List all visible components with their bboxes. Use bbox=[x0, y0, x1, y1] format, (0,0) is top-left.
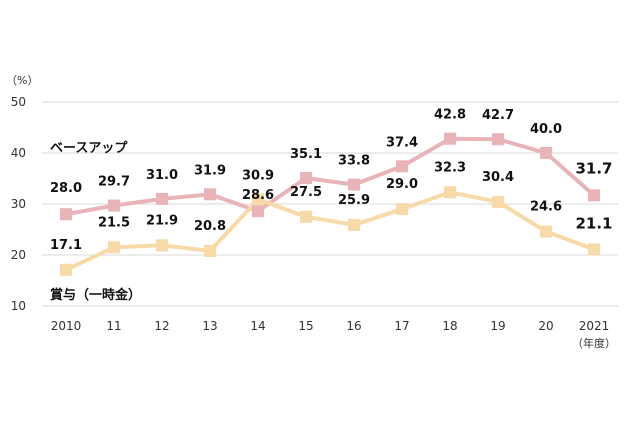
data-point bbox=[156, 239, 168, 252]
data-point bbox=[348, 178, 360, 191]
y-tick-label: 30 bbox=[11, 197, 26, 211]
data-label: 31.7 bbox=[575, 159, 612, 177]
data-label: 42.7 bbox=[482, 108, 514, 123]
data-point bbox=[204, 244, 216, 257]
series-label-base-up: ベースアップ bbox=[50, 141, 128, 156]
data-label: 30.9 bbox=[242, 168, 274, 183]
series-line bbox=[65, 136, 596, 217]
data-point bbox=[108, 241, 120, 254]
data-label: 30.4 bbox=[482, 170, 514, 185]
series bbox=[60, 132, 600, 276]
data-point bbox=[300, 210, 312, 223]
data-label: 40.0 bbox=[530, 122, 562, 137]
x-tick-label: 14 bbox=[250, 319, 265, 333]
y-tick-label: 50 bbox=[11, 95, 26, 109]
data-labels: 28.0 29.7 31.0 31.9 28.6 35.1 33.8 37.4 42.8 42.7… bbox=[50, 108, 613, 253]
x-tick-label: 18 bbox=[442, 319, 457, 333]
y-tick-label: 10 bbox=[11, 299, 26, 313]
data-point bbox=[396, 160, 408, 173]
data-label: 33.8 bbox=[338, 154, 370, 169]
x-tick-label: 16 bbox=[346, 319, 361, 333]
axes: （%） （年度） 10 20 30 40 50 2010 11 12 13 14 15 16 17 18 1… bbox=[6, 74, 616, 350]
series-line bbox=[65, 190, 595, 272]
data-label: 37.4 bbox=[386, 135, 418, 150]
data-label: 24.6 bbox=[530, 200, 562, 215]
data-point bbox=[108, 199, 120, 212]
data-label: 20.8 bbox=[194, 219, 226, 234]
data-point bbox=[588, 243, 600, 256]
data-label: 28.6 bbox=[242, 188, 274, 203]
x-tick-label: 11 bbox=[106, 319, 121, 333]
data-point bbox=[492, 195, 504, 208]
data-label: 21.1 bbox=[575, 214, 612, 232]
data-label: 31.0 bbox=[146, 168, 178, 183]
data-point bbox=[540, 225, 552, 238]
data-point bbox=[252, 193, 264, 206]
data-label: 28.0 bbox=[50, 181, 82, 196]
data-point bbox=[396, 203, 408, 216]
data-point bbox=[444, 186, 456, 199]
data-label: 21.9 bbox=[146, 213, 178, 228]
data-label: 32.3 bbox=[434, 160, 466, 175]
y-tick-label: 40 bbox=[11, 146, 26, 160]
data-point bbox=[156, 192, 168, 205]
x-tick-label: 15 bbox=[298, 319, 313, 333]
data-point bbox=[540, 147, 552, 159]
x-tick-label: 20 bbox=[538, 319, 553, 333]
data-point bbox=[60, 263, 72, 276]
x-tick-label: 2010 bbox=[51, 319, 82, 333]
data-label: 25.9 bbox=[338, 193, 370, 208]
x-tick-label: 13 bbox=[202, 319, 217, 333]
data-point bbox=[588, 189, 600, 202]
data-label: 17.1 bbox=[50, 238, 82, 253]
y-axis-unit: （%） bbox=[6, 74, 38, 87]
x-tick-label: 12 bbox=[154, 319, 169, 333]
x-tick-label: 2021 bbox=[579, 319, 610, 333]
data-label: 29.7 bbox=[98, 175, 130, 190]
data-label: 27.5 bbox=[290, 185, 322, 200]
x-tick-label: 17 bbox=[394, 319, 409, 333]
data-point bbox=[348, 218, 360, 231]
series-labels: ベースアップ 賞与（一時金） bbox=[50, 141, 141, 303]
x-tick-label: 19 bbox=[490, 319, 505, 333]
data-label: 21.5 bbox=[98, 215, 130, 230]
data-point bbox=[204, 188, 216, 201]
data-label: 29.0 bbox=[386, 177, 418, 192]
data-point bbox=[444, 132, 456, 145]
data-point bbox=[60, 208, 72, 221]
data-point bbox=[492, 133, 504, 146]
data-label: 31.9 bbox=[194, 163, 226, 178]
y-tick-label: 20 bbox=[11, 248, 26, 262]
data-label: 42.8 bbox=[434, 108, 466, 123]
data-point bbox=[300, 171, 312, 184]
data-point bbox=[252, 205, 264, 218]
x-axis-unit: （年度） bbox=[572, 336, 616, 350]
data-label: 35.1 bbox=[290, 147, 322, 162]
series-label-bonus: 賞与（一時金） bbox=[50, 287, 141, 303]
